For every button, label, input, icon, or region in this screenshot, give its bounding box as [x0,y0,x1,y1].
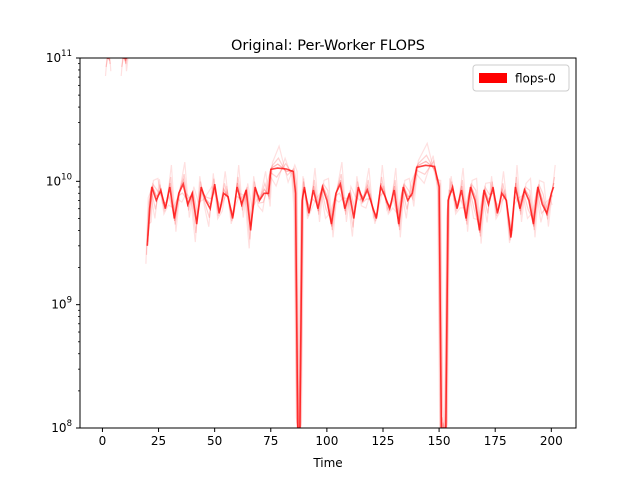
x-tick-label: 50 [207,434,222,448]
y-tick-exponent: 9 [67,296,72,306]
y-tick-label: 108 [51,419,72,435]
series-line-shadow [121,58,127,68]
legend: flops-0 [472,64,570,92]
y-tick-base: 10 [46,174,61,188]
legend-box [472,64,570,92]
series-line-shadow [124,58,128,65]
plot-frame [79,57,577,429]
y-tick-base: 10 [51,421,66,435]
x-tick-label: 200 [540,434,563,448]
series-line-shadow [123,58,128,62]
series-layer [104,58,556,428]
y-tick-exponent: 8 [67,419,72,429]
series-line-shadow [108,58,111,65]
x-tick-label: 0 [99,434,107,448]
x-tick-label: 125 [372,434,395,448]
y-tick-label: 1010 [46,172,72,188]
series-line-shadow [109,58,112,72]
chart-title: Original: Per-Worker FLOPS [231,38,425,54]
x-tick-label: 75 [263,434,278,448]
y-tick-label: 109 [51,296,72,312]
y-tick-exponent: 11 [61,49,72,59]
y-tick-base: 10 [46,51,61,65]
legend-label: flops-0 [515,72,556,86]
series-line-shadow [125,58,129,72]
x-tick-label: 150 [428,434,451,448]
legend-swatch [479,73,507,83]
y-tick-exponent: 10 [61,172,72,182]
x-tick-label: 175 [484,434,507,448]
series-line-shadow [120,58,127,77]
series-line-shadow [107,58,111,61]
x-axis: 0 25 50 75 100 125 150 175 200 [99,428,563,448]
x-tick-label: 100 [315,434,338,448]
x-axis-label: Time [312,456,342,470]
series-line-shadow [104,58,108,77]
y-tick-base: 10 [51,298,66,312]
series-line-shadow [105,58,109,68]
y-tick-label: 1011 [46,49,72,65]
x-tick-label: 25 [151,434,166,448]
series-line [146,164,555,428]
